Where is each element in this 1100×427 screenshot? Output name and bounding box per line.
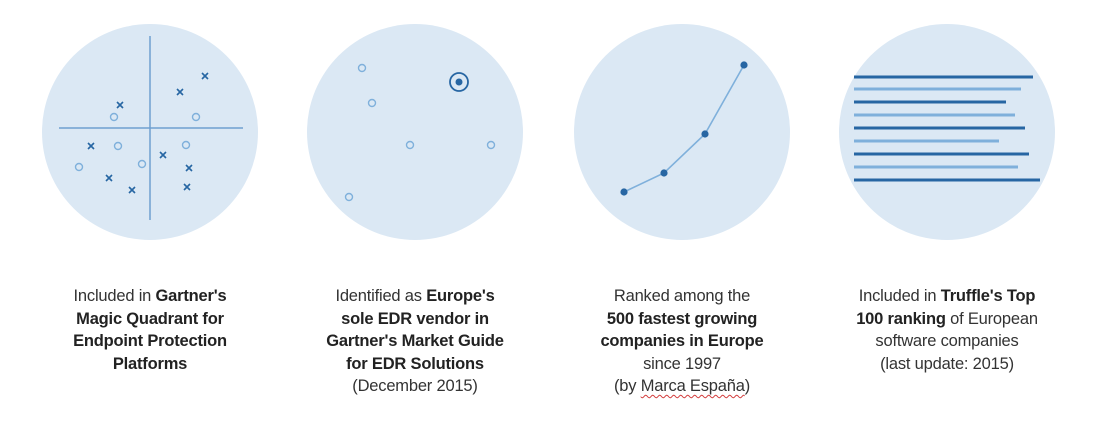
icon-circle <box>839 24 1055 240</box>
growth-points <box>620 61 748 196</box>
panel-market-guide: Identified as Europe's sole EDR vendor i… <box>290 0 540 427</box>
caption-market-guide: Identified as Europe's sole EDR vendor i… <box>326 287 504 395</box>
quadrant-cross-markers <box>87 72 209 194</box>
growth-line-icon <box>574 24 790 240</box>
highlighted-dot-icon <box>307 24 523 240</box>
ranking-lines-icon <box>839 24 1055 240</box>
caption-magic-quadrant: Included in Gartner's Magic Quadrant for… <box>73 287 227 373</box>
quadrant-circle-markers <box>74 112 201 172</box>
panel-fastest-growing: Ranked among the 500 fastest growing com… <box>557 0 807 427</box>
scattered-dots <box>344 63 496 202</box>
ranking-bars <box>854 75 1040 182</box>
highlighted-dot-ring <box>449 72 469 92</box>
caption-truffle-ranking: Included in Truffle's Top 100 ranking of… <box>856 287 1038 373</box>
magic-quadrant-icon <box>42 24 258 240</box>
panel-truffle-ranking: Included in Truffle's Top 100 ranking of… <box>822 0 1072 427</box>
panel-magic-quadrant: Included in Gartner's Magic Quadrant for… <box>25 0 275 427</box>
highlighted-dot-center <box>455 78 463 86</box>
icon-circle <box>574 24 790 240</box>
growth-line <box>623 64 745 193</box>
caption-fastest-growing: Ranked among the 500 fastest growing com… <box>600 287 764 395</box>
icon-circle <box>307 24 523 240</box>
